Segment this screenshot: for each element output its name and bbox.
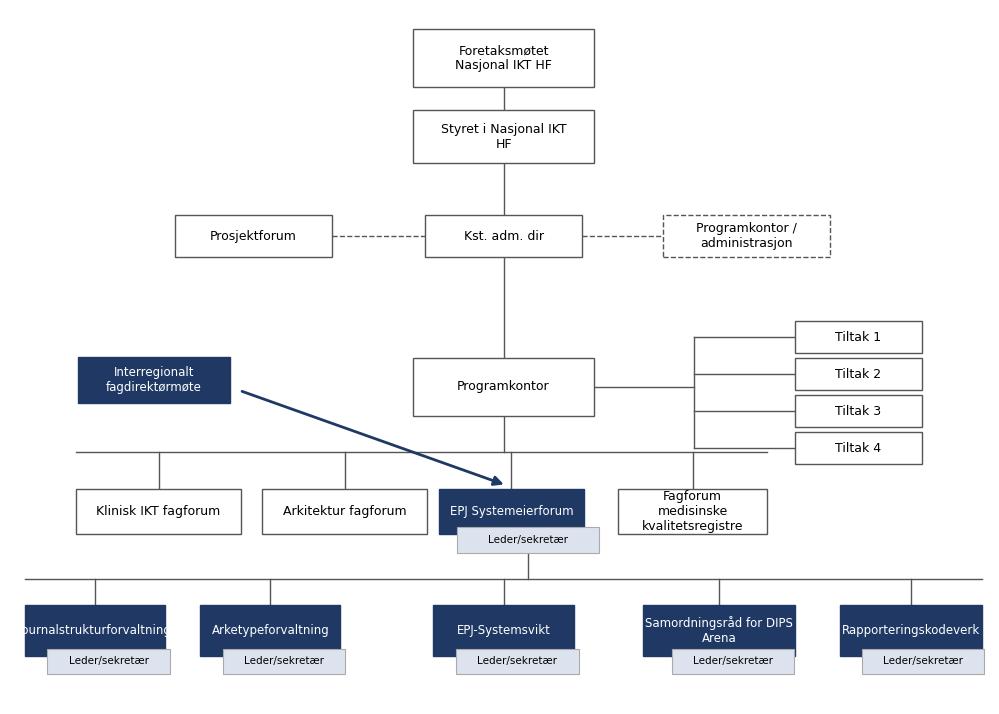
Text: EPJ Systemeierforum: EPJ Systemeierforum <box>450 505 573 518</box>
Text: Leder/sekretær: Leder/sekretær <box>883 656 963 666</box>
Text: Samordningsråd for DIPS
Arena: Samordningsråd for DIPS Arena <box>645 616 793 645</box>
FancyBboxPatch shape <box>78 357 230 403</box>
FancyBboxPatch shape <box>671 649 794 674</box>
Text: Leder/sekretær: Leder/sekretær <box>478 656 557 666</box>
Text: EPJ-Systemsvikt: EPJ-Systemsvikt <box>457 624 550 638</box>
Text: Kst. adm. dir: Kst. adm. dir <box>464 230 543 243</box>
Text: Fagforum
medisinske
kvalitetsregistre: Fagforum medisinske kvalitetsregistre <box>642 490 743 533</box>
FancyBboxPatch shape <box>47 649 170 674</box>
FancyBboxPatch shape <box>457 527 599 553</box>
Text: Journalstrukturforvaltning: Journalstrukturforvaltning <box>18 624 172 638</box>
Text: Arketypeforvaltning: Arketypeforvaltning <box>212 624 330 638</box>
FancyBboxPatch shape <box>794 321 922 353</box>
FancyBboxPatch shape <box>200 605 341 656</box>
FancyBboxPatch shape <box>426 216 582 257</box>
FancyBboxPatch shape <box>663 216 830 257</box>
Text: Programkontor: Programkontor <box>458 381 549 393</box>
FancyBboxPatch shape <box>223 649 346 674</box>
FancyBboxPatch shape <box>794 395 922 428</box>
FancyBboxPatch shape <box>175 216 332 257</box>
FancyBboxPatch shape <box>840 605 982 656</box>
Text: Tiltak 4: Tiltak 4 <box>835 441 881 455</box>
Text: Rapporteringskodeverk: Rapporteringskodeverk <box>842 624 980 638</box>
Text: Prosjektforum: Prosjektforum <box>210 230 297 243</box>
FancyBboxPatch shape <box>413 358 594 416</box>
Text: Leder/sekretær: Leder/sekretær <box>693 656 773 666</box>
FancyBboxPatch shape <box>413 110 594 164</box>
FancyBboxPatch shape <box>413 29 594 87</box>
Text: Foretaksmøtet
Nasjonal IKT HF: Foretaksmøtet Nasjonal IKT HF <box>456 44 552 72</box>
FancyBboxPatch shape <box>794 358 922 391</box>
Text: Programkontor /
administrasjon: Programkontor / administrasjon <box>696 222 797 250</box>
Text: Leder/sekretær: Leder/sekretær <box>489 535 568 545</box>
FancyBboxPatch shape <box>456 649 578 674</box>
Text: Leder/sekretær: Leder/sekretær <box>69 656 149 666</box>
FancyBboxPatch shape <box>794 432 922 464</box>
FancyBboxPatch shape <box>263 489 428 534</box>
Text: Klinisk IKT fagforum: Klinisk IKT fagforum <box>97 505 221 518</box>
Text: Styret i Nasjonal IKT
HF: Styret i Nasjonal IKT HF <box>441 123 566 151</box>
Text: Leder/sekretær: Leder/sekretær <box>244 656 324 666</box>
FancyBboxPatch shape <box>618 489 767 534</box>
Text: Arkitektur fagforum: Arkitektur fagforum <box>283 505 407 518</box>
FancyBboxPatch shape <box>439 489 583 534</box>
Text: Tiltak 1: Tiltak 1 <box>835 331 881 343</box>
FancyBboxPatch shape <box>25 605 165 656</box>
FancyBboxPatch shape <box>862 649 984 674</box>
FancyBboxPatch shape <box>76 489 241 534</box>
Text: Interregionalt
fagdirektørmøte: Interregionalt fagdirektørmøte <box>106 366 202 393</box>
Text: Tiltak 3: Tiltak 3 <box>835 405 881 418</box>
FancyBboxPatch shape <box>643 605 795 656</box>
FancyBboxPatch shape <box>434 605 573 656</box>
Text: Tiltak 2: Tiltak 2 <box>835 368 881 381</box>
